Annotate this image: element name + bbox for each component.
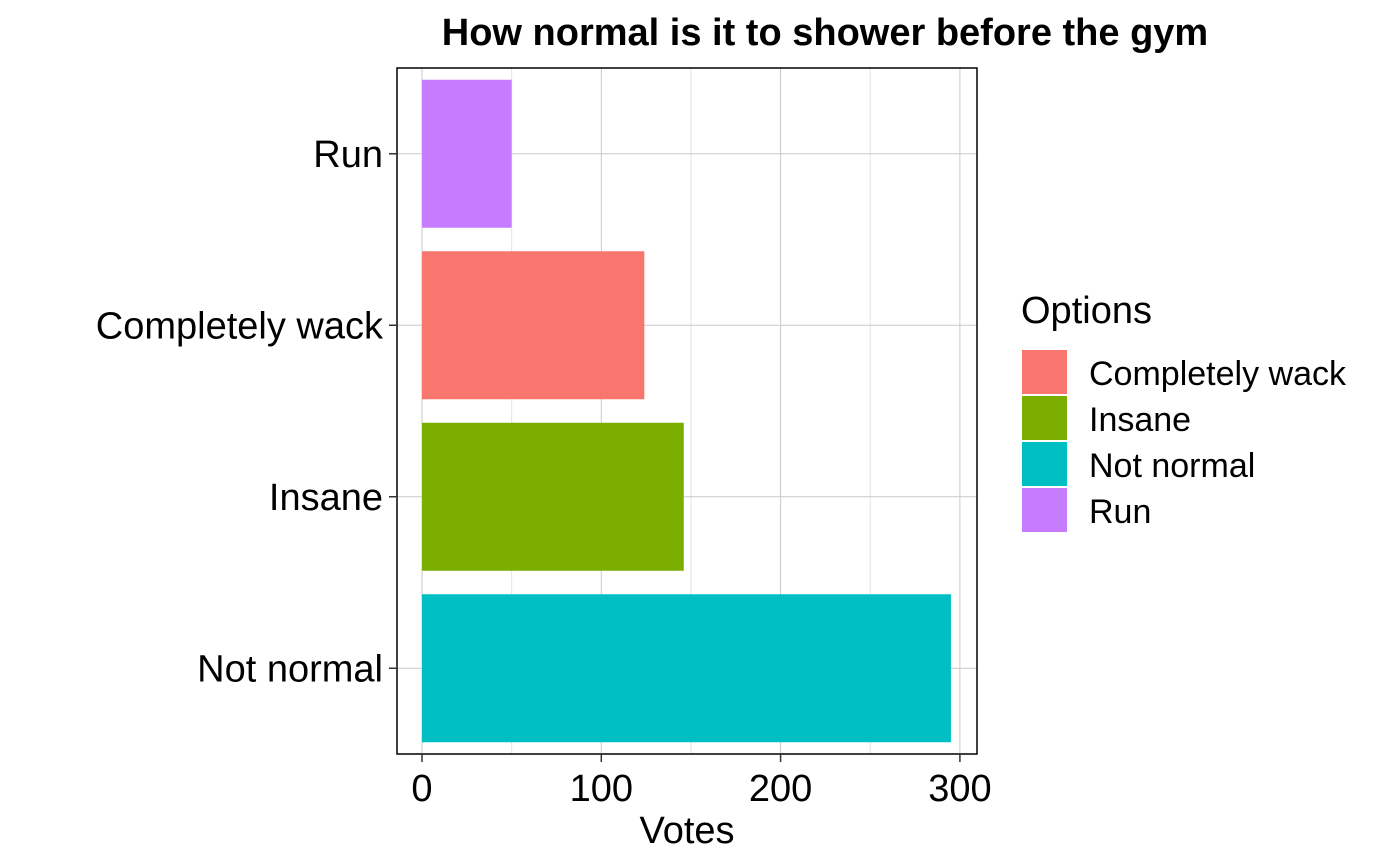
legend-label-not-normal: Not normal [1089,447,1255,485]
legend-key-completely-wack [1022,350,1067,394]
bar-run [422,79,512,228]
bar-insane [422,422,684,571]
bars [422,79,951,743]
legend-key-not-normal [1022,442,1067,486]
chart-title: How normal is it to shower before the gy… [442,12,1208,54]
x-tick-label-0: 0 [411,768,432,810]
x-tick-label-200: 200 [749,768,812,810]
y-tick-label-not-normal: Not normal [197,648,383,690]
x-tick-label-300: 300 [928,768,991,810]
x-tick-label-100: 100 [570,768,633,810]
legend-key-insane [1022,396,1067,440]
y-tick-label-run: Run [313,134,383,176]
legend-title: Options [1021,290,1152,332]
x-axis: 0 100 200 300 [411,754,992,810]
legend-key-run [1022,488,1067,532]
plot-panel-border [396,67,978,755]
legend-label-completely-wack: Completely wack [1089,355,1347,393]
bar-completely-wack [422,251,645,400]
bar-not-normal [422,594,951,743]
y-axis: Not normal Insane Completely wack Run [96,134,397,690]
y-tick-label-completely-wack: Completely wack [96,305,384,347]
legend-label-insane: Insane [1089,401,1191,439]
legend-label-run: Run [1089,493,1151,531]
legend: Options Completely wack Insane Not normal R… [1021,290,1347,532]
y-tick-label-insane: Insane [269,477,383,519]
x-axis-title: Votes [639,810,734,852]
